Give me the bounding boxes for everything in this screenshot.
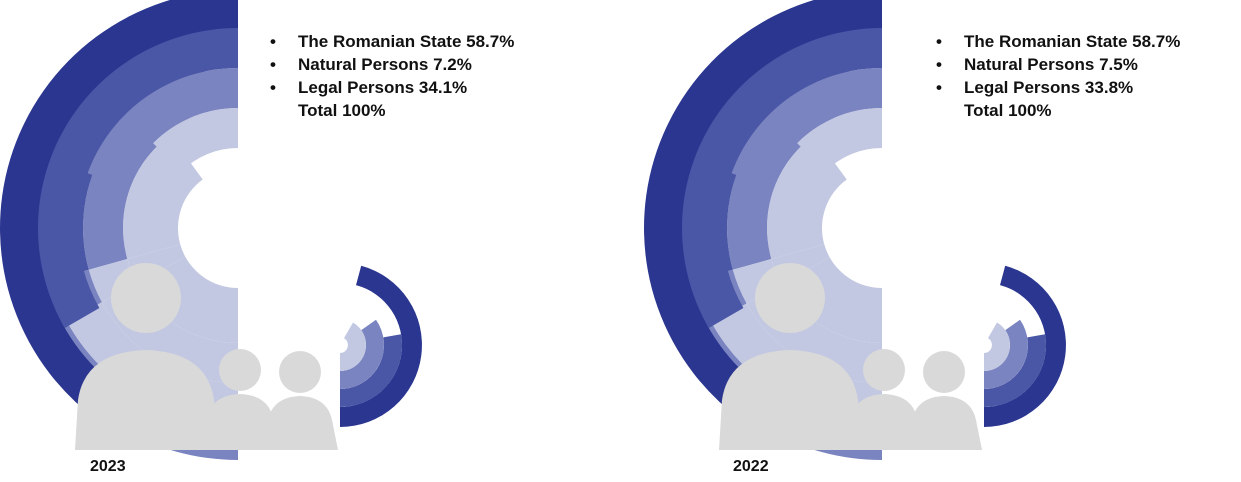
year-label-2022: 2022 (733, 458, 769, 475)
chart-panel-2022: • The Romanian State 58.7% • Natural Perso… (620, 0, 1241, 482)
legend-2022: • The Romanian State 58.7% • Natural Perso… (932, 30, 1180, 122)
small-arc-inner (340, 319, 384, 389)
people-icon (75, 263, 338, 450)
small-arc-inner (984, 319, 1028, 389)
legend-item-romanian-state: • The Romanian State 58.7% (936, 32, 1181, 51)
arc-band-natural-persons (88, 259, 138, 303)
legend-total: Total 100% (298, 101, 386, 120)
legend-item-natural-persons: • Natural Persons 7.5% (936, 55, 1138, 74)
legend-item-natural-persons: • Natural Persons 7.2% (270, 55, 472, 74)
legend-item-legal-persons: • Legal Persons 33.8% (936, 78, 1134, 97)
small-arc-innermost (340, 322, 366, 371)
inner-arc (87, 68, 238, 187)
legend-item-romanian-state: • The Romanian State 58.7% (270, 32, 515, 51)
small-arc-middle (340, 334, 403, 407)
small-arc-outer (340, 265, 422, 427)
shareholding-infographic-2023 (0, 0, 422, 460)
outer-arc (0, 0, 238, 426)
shareholding-infographic-2022 (644, 0, 1066, 460)
innermost-arc (797, 107, 882, 172)
year-label-2023: 2023 (90, 458, 126, 475)
legend-item-legal-persons: • Legal Persons 34.1% (270, 78, 468, 97)
small-arc-outer (984, 265, 1066, 427)
middle-arc (38, 28, 238, 328)
legend-2023: • The Romanian State 58.7% • Natural Perso… (266, 30, 514, 122)
middle-arc (682, 28, 882, 328)
outer-arc (644, 0, 882, 426)
small-arc-middle (984, 334, 1047, 408)
innermost-arc (153, 107, 238, 172)
legend-total: Total 100% (964, 101, 1052, 120)
small-arc-innermost (984, 322, 1010, 371)
chart-panel-2023: • The Romanian State 58.7% • Natural Perso… (0, 0, 620, 482)
people-icon (719, 263, 982, 450)
inner-arc (731, 68, 882, 187)
